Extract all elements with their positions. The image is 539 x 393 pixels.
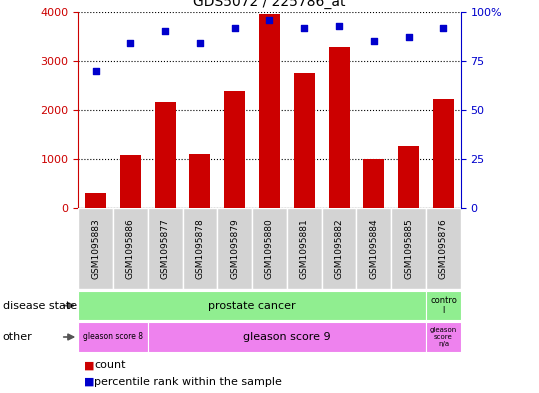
Bar <box>224 91 245 208</box>
Text: GSM1095886: GSM1095886 <box>126 218 135 279</box>
Point <box>91 68 100 74</box>
Bar <box>148 208 183 289</box>
Bar <box>433 99 454 208</box>
Text: GSM1095884: GSM1095884 <box>369 218 378 279</box>
Point <box>300 24 309 31</box>
Bar <box>183 208 217 289</box>
Text: gleason
score
n/a: gleason score n/a <box>430 327 457 347</box>
Bar <box>322 208 356 289</box>
Text: ■: ■ <box>84 377 94 387</box>
Text: gleason score 9: gleason score 9 <box>243 332 331 342</box>
Text: ■: ■ <box>84 360 94 371</box>
Bar <box>294 73 315 208</box>
Text: GSM1095882: GSM1095882 <box>335 218 343 279</box>
Point <box>230 24 239 31</box>
Text: GSM1095879: GSM1095879 <box>230 218 239 279</box>
Text: contro
l: contro l <box>430 296 457 315</box>
Bar <box>426 322 461 352</box>
Point <box>126 40 135 46</box>
Point <box>161 28 169 35</box>
Text: GSM1095885: GSM1095885 <box>404 218 413 279</box>
Point <box>265 17 274 23</box>
Title: GDS5072 / 225786_at: GDS5072 / 225786_at <box>194 0 345 9</box>
Bar <box>426 291 461 320</box>
Bar <box>120 155 141 208</box>
Bar <box>148 322 426 352</box>
Bar <box>287 208 322 289</box>
Text: GSM1095878: GSM1095878 <box>196 218 204 279</box>
Point <box>335 22 343 29</box>
Text: GSM1095883: GSM1095883 <box>91 218 100 279</box>
Point <box>404 34 413 40</box>
Bar <box>356 208 391 289</box>
Bar <box>85 193 106 208</box>
Bar <box>78 322 148 352</box>
Text: GSM1095880: GSM1095880 <box>265 218 274 279</box>
Text: prostate cancer: prostate cancer <box>208 301 296 310</box>
Bar <box>252 208 287 289</box>
Bar <box>398 146 419 208</box>
Text: disease state: disease state <box>3 301 77 310</box>
Bar <box>190 154 210 208</box>
Bar <box>329 47 349 208</box>
Text: GSM1095881: GSM1095881 <box>300 218 309 279</box>
Bar <box>259 14 280 208</box>
Text: GSM1095876: GSM1095876 <box>439 218 448 279</box>
Text: percentile rank within the sample: percentile rank within the sample <box>94 377 282 387</box>
Point <box>439 24 448 31</box>
Point <box>370 38 378 44</box>
Bar <box>391 208 426 289</box>
Bar <box>426 208 461 289</box>
Text: gleason score 8: gleason score 8 <box>83 332 143 342</box>
Text: other: other <box>3 332 32 342</box>
Point <box>196 40 204 46</box>
Bar <box>363 159 384 208</box>
Text: count: count <box>94 360 126 371</box>
Bar <box>155 102 176 208</box>
Text: GSM1095877: GSM1095877 <box>161 218 170 279</box>
Bar <box>113 208 148 289</box>
Bar <box>78 208 113 289</box>
Bar <box>217 208 252 289</box>
